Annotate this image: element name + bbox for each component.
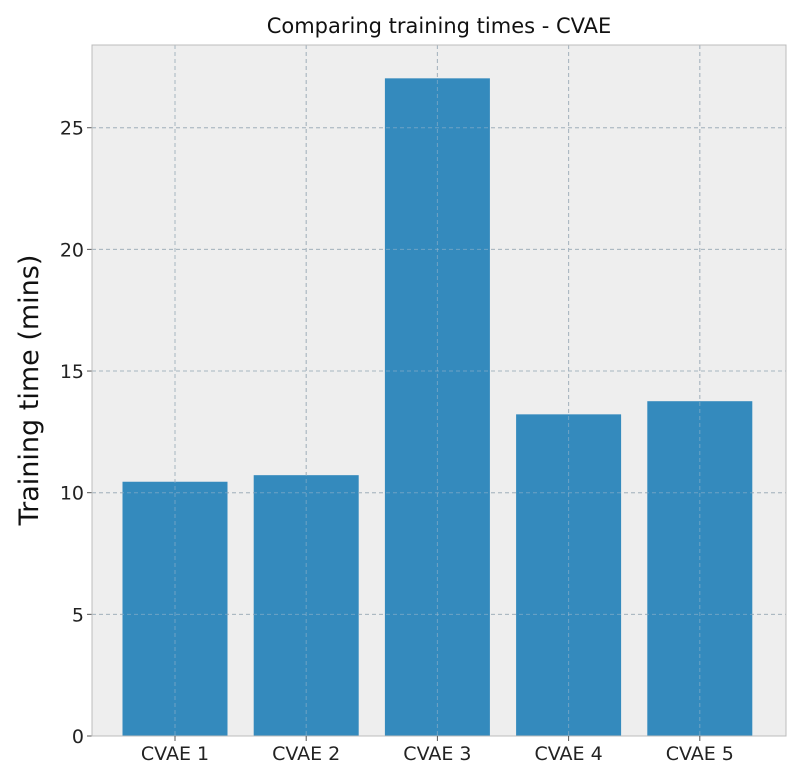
y-tick-label: 10 xyxy=(60,483,84,505)
y-axis-ticks: 0 5 10 15 20 25 xyxy=(60,118,84,748)
y-axis-label: Training time (mins) xyxy=(14,255,45,527)
y-tick-label: 25 xyxy=(60,118,84,140)
plot-frame xyxy=(91,44,787,737)
bar xyxy=(516,414,622,736)
x-tick-label: CVAE 5 xyxy=(666,743,734,765)
bar xyxy=(384,78,490,737)
bars xyxy=(92,45,786,737)
y-tick-label: 15 xyxy=(60,361,84,383)
x-tick-label: CVAE 1 xyxy=(141,743,209,765)
bar xyxy=(647,401,753,736)
y-tick-label: 5 xyxy=(72,604,84,626)
chart-title: Comparing training times - CVAE xyxy=(267,14,612,38)
x-tick-label: CVAE 3 xyxy=(403,743,471,765)
y-tick-label: 0 xyxy=(72,726,84,748)
x-axis-ticks: CVAE 1 CVAE 2 CVAE 3 CVAE 4 CVAE 5 xyxy=(141,736,734,765)
x-tick-label: CVAE 4 xyxy=(535,743,603,765)
x-tick-label: CVAE 2 xyxy=(272,743,340,765)
y-tick-label: 20 xyxy=(60,239,84,261)
